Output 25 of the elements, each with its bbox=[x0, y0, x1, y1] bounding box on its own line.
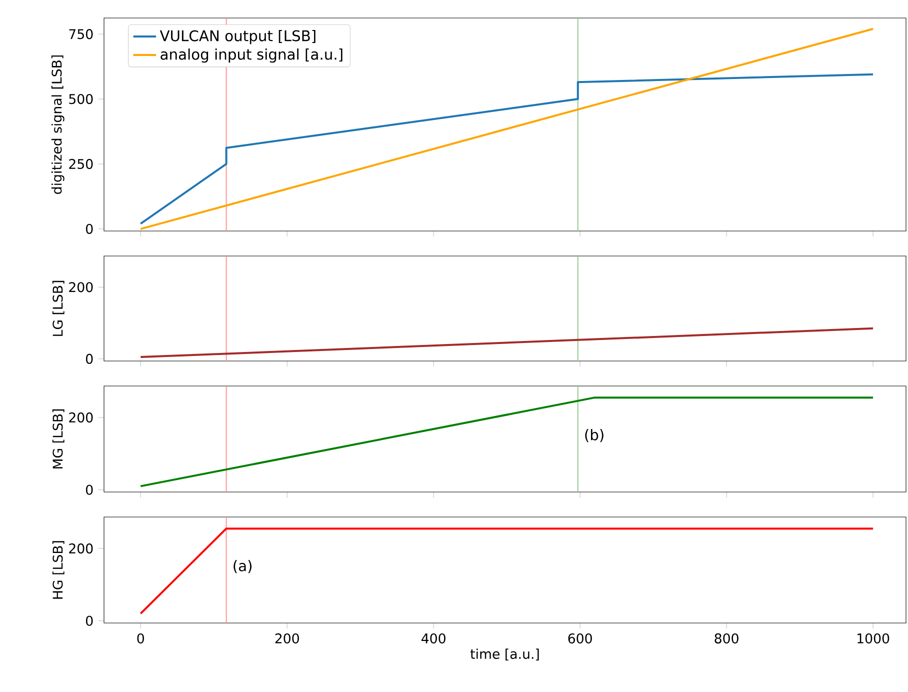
y-axis-title: MG [LSB] bbox=[52, 409, 64, 468]
legend-label: VULCAN output [LSB] bbox=[160, 30, 316, 44]
y-tick-label: 250 bbox=[69, 158, 93, 170]
legend-label: analog input signal [a.u.] bbox=[160, 48, 342, 63]
y-tick-label: 0 bbox=[86, 354, 93, 364]
x-tick-label: 800 bbox=[714, 633, 738, 644]
y-tick-label: 500 bbox=[69, 94, 93, 104]
y-tick-label: 0 bbox=[86, 224, 93, 234]
annotation: (a) bbox=[234, 560, 252, 574]
y-axis-title: digitized signal [LSB] bbox=[51, 55, 64, 194]
y-tick-label: 200 bbox=[69, 543, 93, 554]
y-tick-label: 200 bbox=[69, 282, 93, 292]
y-tick-label: 750 bbox=[69, 29, 93, 40]
x-tick-label: 0 bbox=[137, 633, 144, 644]
y-tick-label: 200 bbox=[69, 412, 93, 423]
x-tick-label: 200 bbox=[275, 633, 299, 644]
x-axis-title: time [a.u.] bbox=[470, 648, 539, 661]
annotation: (b) bbox=[585, 429, 604, 442]
x-tick-label: 1000 bbox=[858, 633, 890, 644]
y-axis-title: LG [LSB] bbox=[52, 280, 64, 336]
x-tick-label: 400 bbox=[422, 633, 446, 644]
x-tick-label: 600 bbox=[568, 633, 592, 644]
y-tick-label: 0 bbox=[86, 484, 93, 495]
y-tick-label: 0 bbox=[86, 616, 93, 626]
y-axis-title: HG [LSB] bbox=[52, 541, 64, 599]
